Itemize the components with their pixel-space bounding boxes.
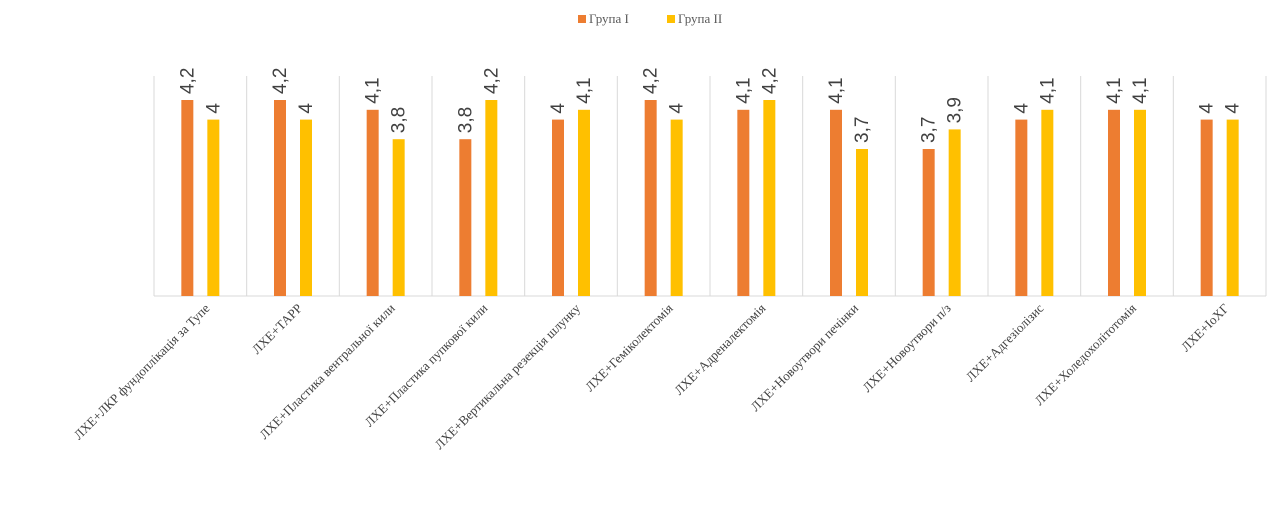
data-label: 4,2 (641, 68, 662, 94)
bar-group-2 (1134, 109, 1146, 296)
category-label: ЛХЕ+Геміколектомія (582, 301, 676, 395)
category-label: ЛХЕ+Адгезіолізис (963, 300, 1047, 384)
bar-group-2 (763, 100, 776, 296)
bar-group-1 (274, 100, 286, 296)
bar-group-1 (644, 100, 657, 296)
data-label: 4,1 (733, 77, 754, 103)
category-label: ЛХЕ+Вертикальна резекція шлунку (432, 300, 584, 452)
data-label: 3,8 (455, 107, 476, 133)
bar-group-2 (1041, 109, 1054, 296)
bar-group-1 (1015, 119, 1028, 296)
bar-group-1 (459, 139, 472, 296)
category-label: ЛХЕ+Новоутвори печінки (748, 300, 862, 414)
data-label: 4,1 (826, 77, 847, 103)
bar-group-2 (392, 139, 405, 296)
category-label: ЛХЕ+ЛКР фундоплікація за Тупе (71, 300, 213, 442)
data-label: 4,1 (1037, 77, 1058, 103)
bar-group-1 (366, 109, 379, 296)
category-label: ЛХЕ+IoXГ (1178, 300, 1232, 354)
data-label: 4 (548, 103, 569, 114)
bar-group-2 (670, 119, 683, 296)
data-label: 4 (1197, 103, 1218, 114)
plot-area: 4,2 4 ЛХЕ+ЛКР фундоплікація за Тупе 4,2 4 ЛХЕ… (71, 68, 1267, 452)
data-label: 4,2 (177, 68, 198, 94)
category-label: ЛХЕ+Холедохолітотомія (1032, 301, 1140, 409)
data-label: 4,2 (759, 68, 780, 94)
legend-swatch-group-2 (667, 15, 675, 23)
bar-group-2 (948, 129, 961, 296)
legend-swatch-group-1 (578, 15, 586, 23)
data-label: 4,1 (1104, 77, 1125, 103)
category-label: ЛХЕ+ТАРР (249, 301, 305, 357)
bar-group-2 (1226, 119, 1239, 296)
data-label: 4,2 (481, 68, 502, 94)
data-label: 3,7 (852, 117, 873, 143)
data-label: 3,8 (389, 107, 410, 133)
bar-group-2 (300, 119, 312, 296)
data-label: 4 (296, 103, 317, 114)
bar-group-2 (856, 149, 868, 296)
data-label: 4,1 (574, 77, 595, 103)
bar-group-1 (830, 109, 842, 296)
data-label: 4 (1011, 103, 1032, 114)
data-label: 4,1 (363, 77, 384, 103)
data-label: 4 (1223, 103, 1244, 114)
legend: Група I Група II (578, 11, 722, 26)
bar-group-1 (922, 149, 935, 296)
data-label: 4,1 (1130, 77, 1151, 103)
data-label: 4 (667, 103, 688, 114)
legend-label-group-2: Група II (678, 11, 722, 26)
bar-group-2 (207, 119, 220, 296)
data-label: 3,9 (945, 97, 966, 123)
bar-group-2 (485, 100, 498, 296)
category-label: ЛХЕ+Адреналектомія (671, 301, 768, 398)
legend-label-group-1: Група I (589, 11, 629, 26)
data-label: 4 (203, 103, 224, 114)
bar-group-1 (737, 109, 750, 296)
category-label: ЛХЕ+Новоутвори п/з (859, 301, 953, 395)
bar-group-1 (1108, 109, 1120, 296)
bar-group-1 (1200, 119, 1213, 296)
bar-group-1 (181, 100, 194, 296)
data-label: 3,7 (919, 117, 940, 143)
bar-group-1 (552, 119, 564, 296)
bar-group-2 (578, 109, 590, 296)
data-label: 4,2 (270, 68, 291, 94)
